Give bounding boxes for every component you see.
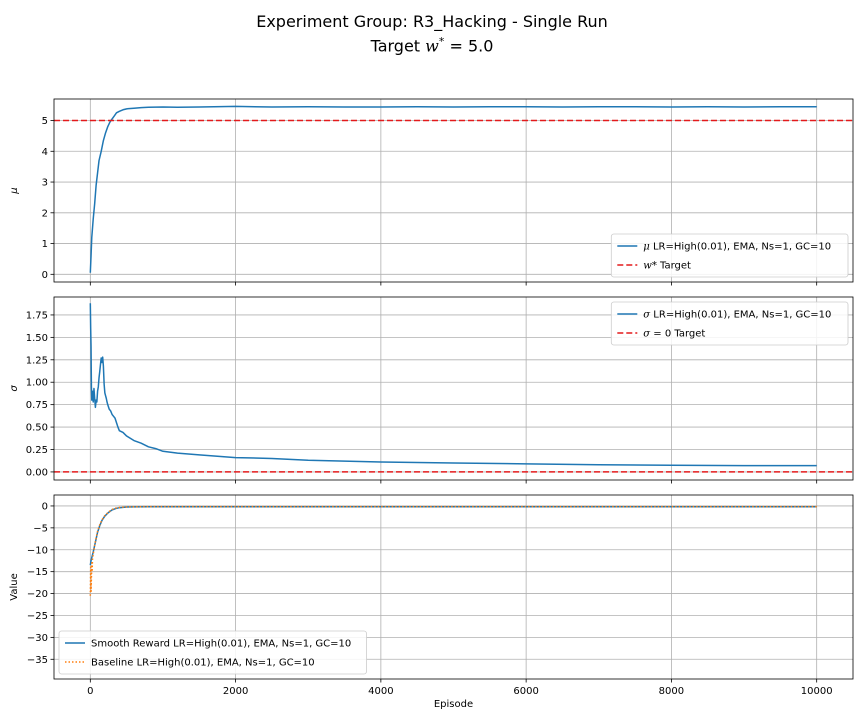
y-tick-label: 0 — [42, 501, 48, 512]
y-tick-label: −30 — [27, 633, 48, 644]
axes-frame — [53, 296, 854, 481]
y-axis-label: μ — [9, 187, 20, 194]
x-tick-label: 10000 — [801, 686, 833, 697]
y-tick-label: 0.00 — [26, 467, 48, 478]
y-tick-label: 1 — [42, 239, 48, 250]
axes-frame — [53, 494, 854, 680]
y-tick-label: −5 — [33, 523, 48, 534]
legend-label: μ LR=High(0.01), EMA, Ns=1, GC=10 — [643, 242, 831, 253]
y-tick-label: 5 — [42, 116, 48, 127]
y-tick-label: 1.25 — [26, 355, 48, 366]
y-tick-label: 1.00 — [26, 378, 48, 389]
figure-subtitle: Target w* = 5.0 — [0, 35, 864, 55]
y-tick-label: 0.75 — [26, 400, 48, 411]
legend: Smooth Reward LR=High(0.01), EMA, Ns=1, … — [58, 630, 367, 675]
subplot-2: 0.00 0.25 0.50 0.75 1.00 1.25 1.50 1.75 σ σ LR=Hi… — [9, 296, 854, 484]
series-line — [89, 505, 817, 596]
y-tick-label: −15 — [27, 567, 48, 578]
x-tick-label: 8000 — [659, 686, 684, 697]
x-tick-label: 6000 — [513, 686, 538, 697]
legend: μ LR=High(0.01), EMA, Ns=1, GC=10 w* Targ… — [610, 233, 849, 278]
subtitle-sup: * — [438, 35, 445, 48]
series-line — [89, 303, 817, 467]
legend-frame — [58, 630, 367, 675]
subplot-1: 0 1 2 3 4 5 μ μ LR=High(0.01), EMA, Ns=1, GC=10… — [9, 98, 854, 286]
x-axis-label: Episode — [434, 699, 473, 710]
subtitle-math: w — [425, 36, 439, 56]
y-axis-label: σ — [9, 385, 20, 392]
legend-label: Smooth Reward LR=High(0.01), EMA, Ns=1, … — [91, 639, 351, 650]
y-tick-label: 4 — [42, 147, 48, 158]
legend-label: σ LR=High(0.01), EMA, Ns=1, GC=10 — [643, 310, 831, 321]
legend-frame — [610, 233, 849, 278]
series-line — [89, 505, 817, 566]
series-line — [89, 105, 817, 273]
x-tick-label: 2000 — [223, 686, 248, 697]
y-tick-label: 0 — [42, 270, 48, 281]
y-tick-label: 1.50 — [26, 333, 48, 344]
y-tick-label: 3 — [42, 178, 48, 189]
y-tick-label: −10 — [27, 545, 48, 556]
y-tick-label: −25 — [27, 611, 48, 622]
subplot-3: 0 −5 −10 −15 −20 −25 −30 −35 0 2000 4000 6000 8000 10… — [9, 494, 854, 710]
legend: σ LR=High(0.01), EMA, Ns=1, GC=10 σ = 0 T… — [610, 301, 849, 346]
subtitle-prefix: Target — [370, 36, 426, 56]
y-tick-label: 0.25 — [26, 445, 48, 456]
legend-frame — [610, 301, 849, 346]
subtitle-suffix: = 5.0 — [444, 36, 494, 56]
y-tick-label: −20 — [27, 589, 48, 600]
y-axis-label: Value — [9, 573, 20, 600]
figure-title: Experiment Group: R3_Hacking - Single Ru… — [0, 12, 864, 31]
y-tick-label: 0.50 — [26, 423, 48, 434]
y-tick-label: 1.75 — [26, 310, 48, 321]
axes-frame — [53, 98, 854, 283]
legend-label: σ = 0 Target — [643, 329, 705, 340]
x-tick-label: 4000 — [368, 686, 393, 697]
legend-label: w* Target — [643, 261, 691, 272]
y-tick-label: 2 — [42, 208, 48, 219]
x-tick-label: 0 — [87, 686, 93, 697]
legend-label: Baseline LR=High(0.01), EMA, Ns=1, GC=10 — [91, 658, 315, 669]
y-tick-label: −35 — [27, 655, 48, 666]
figure-title-text: Experiment Group: R3_Hacking - Single Ru… — [256, 12, 608, 31]
